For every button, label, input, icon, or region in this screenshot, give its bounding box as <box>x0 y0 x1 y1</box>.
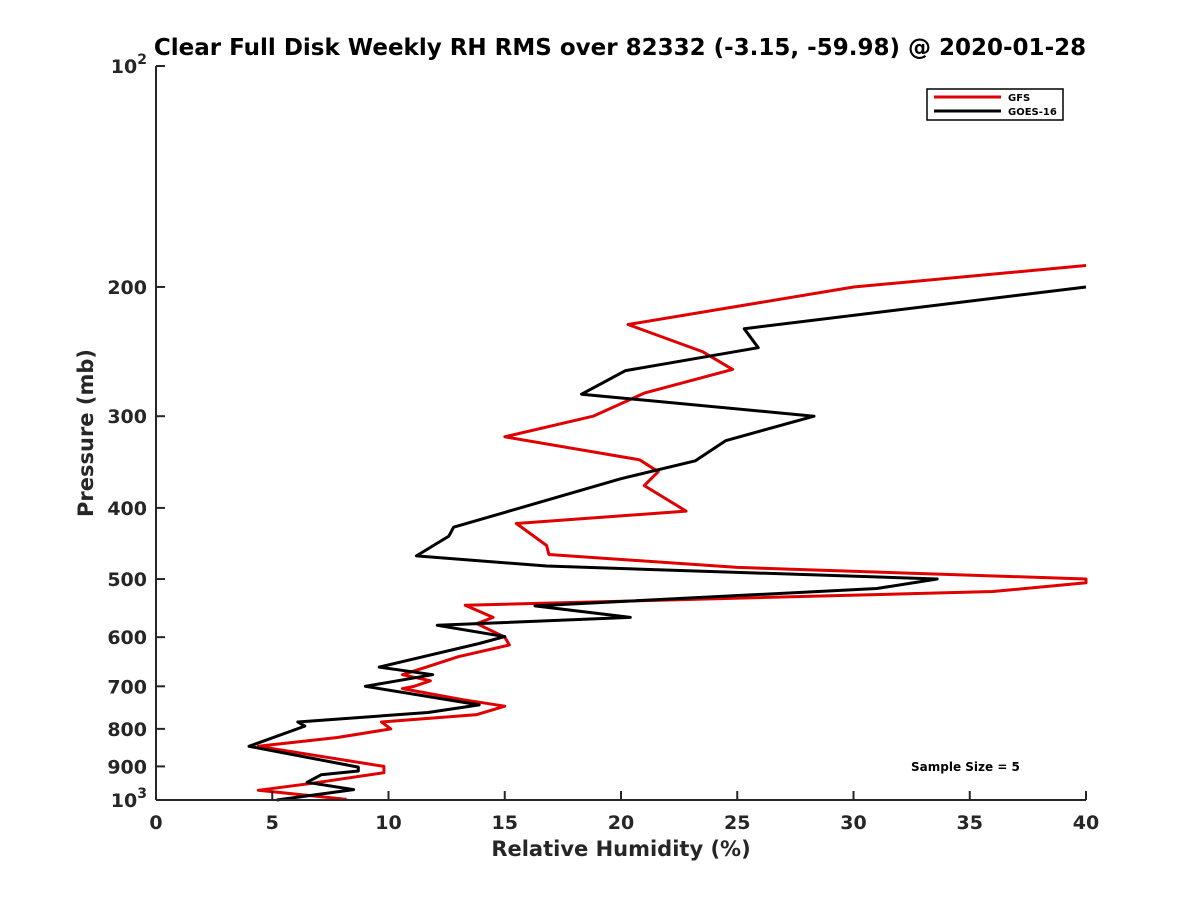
series-layer <box>247 264 1088 802</box>
y-tick-label: 103 <box>111 786 147 812</box>
y-ticks: 102 200 300 400 500 600 700 800 900 103 <box>107 52 165 812</box>
series-line-goes-16 <box>247 285 1087 802</box>
x-tick-label: 40 <box>1073 812 1099 834</box>
x-tick-label: 25 <box>724 812 750 834</box>
chart-title: Clear Full Disk Weekly RH RMS over 82332… <box>154 35 1086 61</box>
x-tick-label: 30 <box>840 812 866 834</box>
x-tick-label: 5 <box>266 812 279 834</box>
y-tick-label: 600 <box>107 627 147 649</box>
x-ticks: 0 5 10 15 20 25 30 35 40 <box>149 791 1099 834</box>
y-tick-label: 500 <box>107 569 147 591</box>
y-tick-label: 800 <box>107 719 147 741</box>
legend-box <box>926 88 1064 121</box>
y-axis-label: Pressure (mb) <box>74 349 98 517</box>
y-tick-label: 700 <box>107 676 147 698</box>
x-tick-label: 20 <box>608 812 634 834</box>
y-tick-label: 102 <box>111 52 147 78</box>
legend-label-gfs: GFS <box>1008 93 1030 104</box>
y-tick-label: 400 <box>107 498 147 520</box>
x-tick-label: 15 <box>492 812 518 834</box>
legend-label-goes16: GOES-16 <box>1008 107 1057 118</box>
y-tick-label: 900 <box>107 756 147 778</box>
x-tick-label: 0 <box>149 812 162 834</box>
series-line-gfs <box>256 264 1088 801</box>
sample-size-annotation: Sample Size = 5 <box>911 760 1020 774</box>
x-tick-label: 10 <box>375 812 401 834</box>
y-tick-label: 300 <box>107 406 147 428</box>
y-tick-label: 200 <box>107 277 147 299</box>
legend: GFS GOES-16 <box>926 88 1064 121</box>
x-tick-label: 35 <box>957 812 983 834</box>
x-axis-label: Relative Humidity (%) <box>491 837 750 861</box>
